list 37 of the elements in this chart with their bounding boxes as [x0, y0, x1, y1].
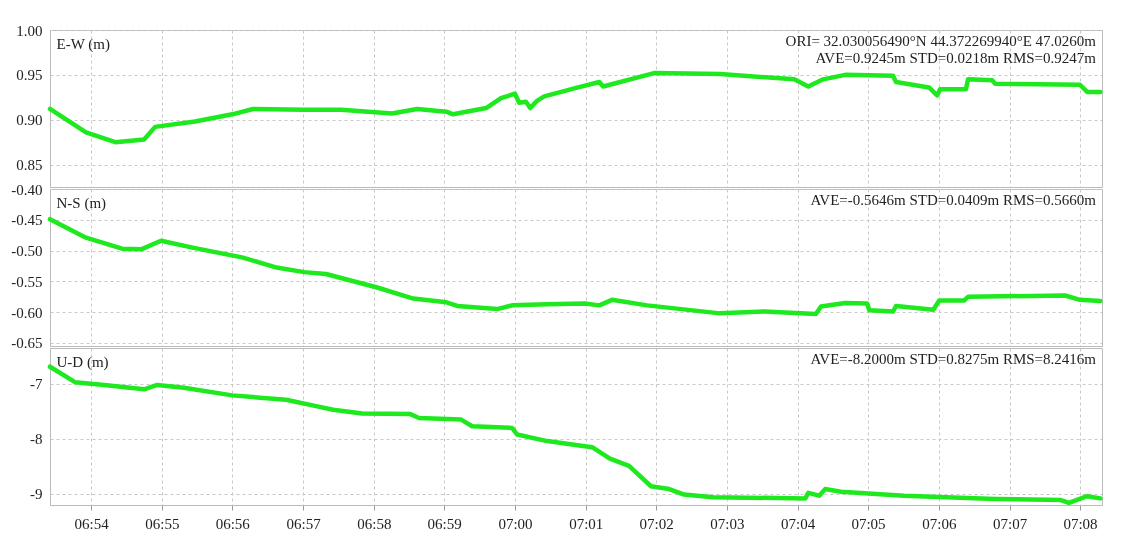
- annotation: AVE=-8.2000m STD=0.8275m RMS=8.2416m: [810, 351, 1097, 367]
- y-tick-label: -0.50: [11, 243, 43, 260]
- y-tick-label: -7: [30, 376, 43, 393]
- x-tick-label: 07:02: [639, 515, 674, 532]
- y-tick-label: 0.90: [16, 112, 43, 129]
- y-tick-label: 0.85: [16, 157, 43, 174]
- x-tick-label: 07:07: [993, 515, 1028, 532]
- y-tick-label: -0.40: [11, 181, 43, 198]
- x-tick-label: 07:03: [710, 515, 745, 532]
- annotation: AVE=-0.5646m STD=0.0409m RMS=0.5660m: [810, 192, 1097, 208]
- x-tick-label: 07:00: [498, 515, 533, 532]
- y-tick-label: -0.55: [11, 273, 43, 290]
- y-tick-label: -0.60: [11, 304, 43, 321]
- y-tick-label: -0.45: [11, 212, 43, 229]
- x-tick-label: 06:55: [145, 515, 180, 532]
- y-tick-label: -0.65: [11, 335, 43, 352]
- x-tick-label: 06:54: [74, 515, 110, 532]
- x-tick-label: 06:59: [427, 515, 462, 532]
- y-axis-title: N-S (m): [56, 194, 107, 212]
- x-tick-label: 07:08: [1063, 515, 1098, 532]
- annotation: AVE=0.9245m STD=0.0218m RMS=0.9247m: [815, 50, 1097, 66]
- y-tick-label: 1.00: [16, 22, 43, 39]
- x-tick-label: 06:56: [215, 515, 251, 532]
- line-series: [47, 70, 1103, 145]
- x-tick-label: 07:06: [922, 515, 957, 532]
- y-tick-label: -9: [30, 486, 43, 503]
- y-tick-label: -8: [30, 431, 43, 448]
- x-tick-label: 07:04: [781, 515, 816, 532]
- x-tick-label: 07:05: [851, 515, 886, 532]
- line-series: [47, 216, 1103, 317]
- y-axis-title: U-D (m): [56, 353, 109, 371]
- x-tick-label: 06:57: [286, 515, 322, 532]
- x-tick-label: 06:58: [357, 515, 392, 532]
- y-tick-label: 0.95: [16, 67, 43, 84]
- annotation: ORI= 32.030056490°N 44.372269940°E 47.0260m: [785, 33, 1097, 49]
- y-axis-title: E-W (m): [56, 35, 110, 53]
- x-tick-label: 07:01: [569, 515, 604, 532]
